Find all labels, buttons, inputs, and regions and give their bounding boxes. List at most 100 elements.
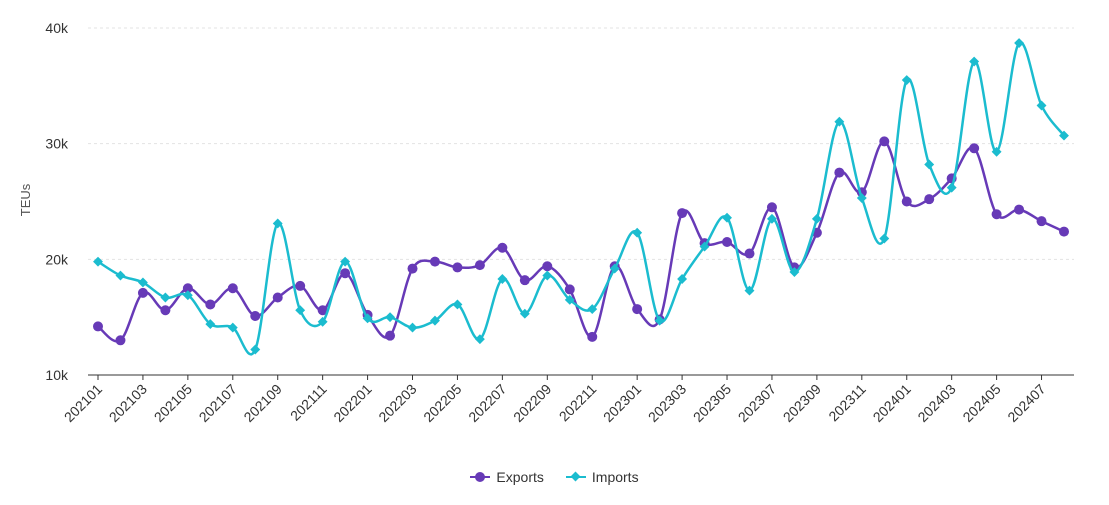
y-tick-label: 20k — [45, 251, 69, 267]
x-tick-label: 202207 — [465, 381, 509, 425]
data-point-exports — [93, 321, 103, 332]
x-tick-label: 202301 — [600, 381, 644, 425]
data-point-imports — [969, 56, 980, 67]
circle-marker-icon — [470, 471, 491, 483]
data-point-exports — [766, 202, 777, 213]
data-point-imports — [789, 267, 800, 278]
data-point-exports — [115, 335, 126, 346]
data-point-exports — [182, 283, 193, 294]
data-point-imports — [430, 315, 440, 326]
series-line-imports — [97, 41, 1066, 356]
data-point-imports — [722, 212, 732, 223]
data-point-exports — [205, 299, 216, 310]
x-tick-label: 202303 — [645, 381, 689, 425]
data-point-imports — [272, 218, 283, 229]
data-point-exports — [1014, 204, 1025, 215]
data-point-imports — [1059, 130, 1069, 141]
data-point-exports — [160, 305, 171, 316]
data-point-exports — [272, 292, 283, 303]
data-point-exports — [677, 208, 688, 219]
data-point-exports — [587, 331, 598, 342]
data-point-imports — [340, 256, 351, 267]
data-point-exports — [227, 283, 238, 294]
data-point-imports — [497, 274, 508, 284]
diamond-marker-icon — [565, 471, 586, 483]
data-point-exports — [632, 304, 643, 315]
data-point-imports — [542, 270, 553, 281]
data-point-exports — [901, 196, 912, 207]
data-point-imports — [160, 292, 171, 303]
y-tick-label: 10k — [45, 367, 69, 383]
data-point-imports — [834, 116, 845, 127]
series-line-exports — [97, 140, 1065, 343]
data-point-imports — [856, 193, 867, 203]
x-tick-label: 202405 — [959, 381, 1003, 425]
data-point-imports — [115, 270, 126, 281]
x-tick-label: 202205 — [420, 381, 464, 425]
data-point-imports — [362, 313, 373, 324]
data-point-exports — [564, 284, 575, 295]
x-tick-label: 202107 — [196, 381, 240, 425]
x-tick-label: 202201 — [330, 381, 374, 425]
data-point-imports — [654, 315, 665, 326]
data-point-exports — [317, 305, 328, 316]
data-point-imports — [474, 334, 485, 345]
data-point-exports — [991, 209, 1002, 220]
x-tick-label: 202403 — [914, 381, 958, 425]
data-point-imports — [407, 322, 418, 333]
data-point-exports — [497, 242, 508, 253]
x-tick-label: 202203 — [375, 381, 419, 425]
data-point-imports — [811, 213, 822, 224]
x-tick-label: 202103 — [106, 381, 150, 425]
data-point-exports — [834, 167, 845, 178]
y-axis-title: TEUs — [18, 183, 33, 216]
data-point-imports — [901, 75, 912, 85]
legend: Exports Imports — [0, 469, 1109, 485]
data-point-exports — [452, 262, 463, 273]
data-point-imports — [317, 316, 328, 327]
x-tick-label: 202305 — [690, 381, 734, 425]
data-point-imports — [205, 319, 216, 330]
data-point-exports — [429, 256, 440, 267]
x-tick-label: 202311 — [825, 381, 869, 425]
data-point-imports — [385, 312, 395, 323]
data-point-imports — [879, 233, 890, 244]
data-point-imports — [564, 294, 575, 305]
data-point-imports — [946, 182, 957, 193]
legend-item-imports[interactable]: Imports — [565, 469, 639, 485]
x-tick-label: 202307 — [735, 381, 779, 425]
x-tick-label: 202211 — [556, 381, 600, 425]
x-tick-label: 202309 — [780, 381, 824, 425]
data-point-exports — [340, 268, 351, 279]
data-point-imports — [609, 263, 620, 274]
data-point-exports — [722, 236, 733, 247]
legend-item-exports[interactable]: Exports — [470, 469, 544, 485]
data-point-exports — [474, 260, 485, 271]
data-point-exports — [519, 275, 530, 286]
x-tick-label: 202401 — [870, 381, 914, 425]
data-point-exports — [924, 194, 935, 205]
data-point-exports — [137, 287, 148, 298]
y-tick-label: 40k — [45, 20, 69, 36]
data-point-imports — [587, 304, 598, 315]
legend-label: Exports — [496, 469, 544, 485]
data-point-imports — [227, 322, 238, 333]
data-point-imports — [767, 213, 777, 224]
x-tick-label: 202209 — [510, 381, 554, 425]
data-point-imports — [924, 159, 935, 170]
data-point-imports — [632, 227, 643, 238]
data-point-exports — [250, 311, 261, 322]
data-point-imports — [1014, 38, 1025, 48]
data-point-exports — [969, 143, 980, 154]
x-tick-label: 202109 — [240, 381, 284, 425]
data-point-imports — [182, 290, 193, 301]
data-point-imports — [295, 305, 306, 316]
data-point-imports — [991, 146, 1002, 157]
x-tick-label: 202101 — [61, 381, 105, 425]
data-point-imports — [452, 299, 463, 310]
data-point-imports — [519, 308, 530, 319]
data-point-imports — [1036, 100, 1047, 111]
data-point-imports — [677, 274, 688, 284]
x-tick-label: 202407 — [1004, 381, 1048, 425]
